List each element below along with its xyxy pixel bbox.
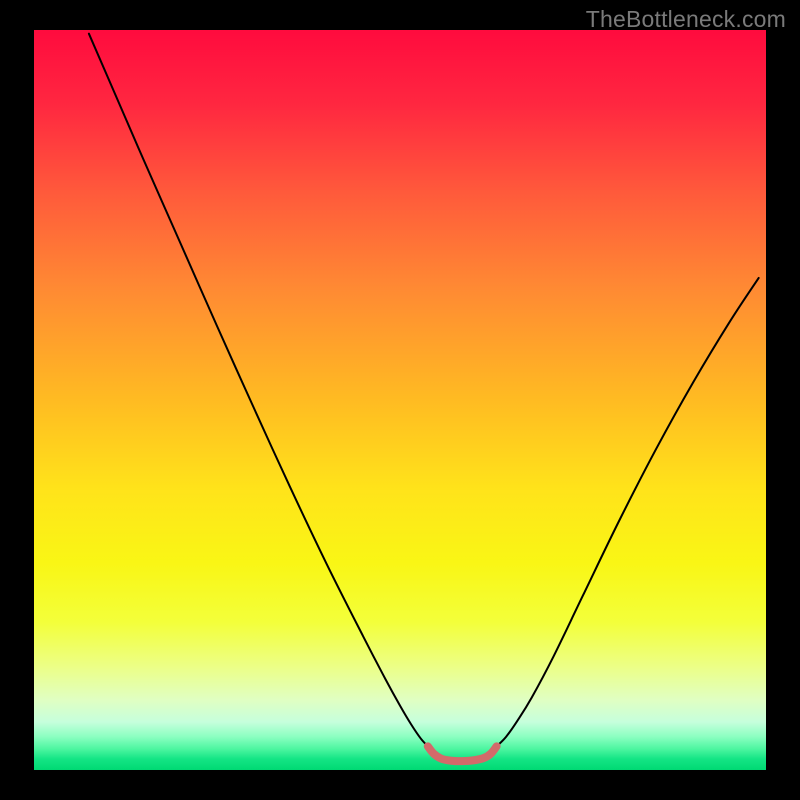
chart-svg (34, 30, 766, 770)
curve-left-branch (89, 34, 428, 747)
watermark-text: TheBottleneck.com (586, 6, 786, 33)
curve-right-branch (497, 278, 759, 746)
image-root: TheBottleneck.com (0, 0, 800, 800)
trough-band (428, 746, 497, 761)
plot-area (34, 30, 766, 770)
